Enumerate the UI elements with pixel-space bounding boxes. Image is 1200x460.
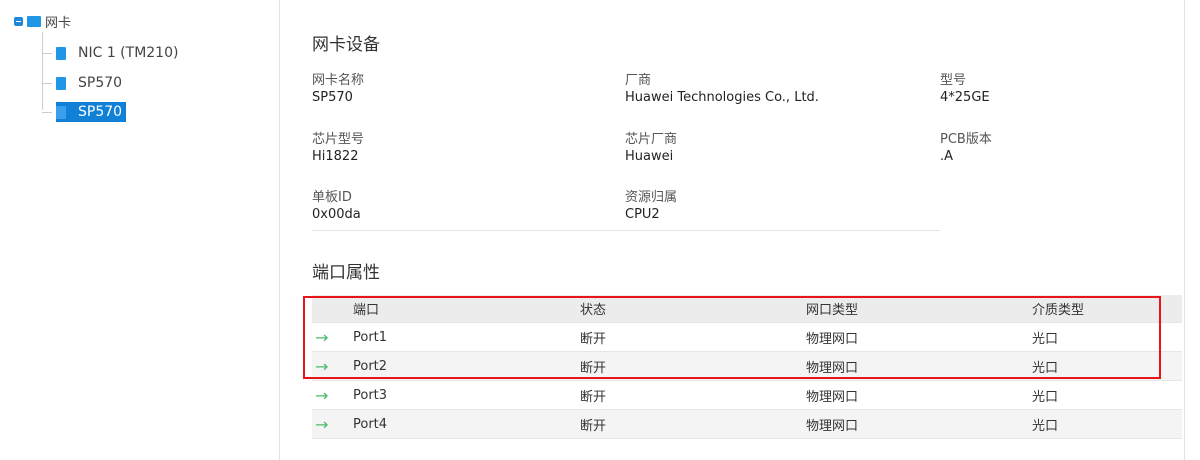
detail-panel: 网卡设备 网卡名称 SP570 厂商 Huawei Technologies Co.… (281, 0, 1185, 460)
card-icon (56, 76, 66, 90)
table-cell: Port3 (353, 387, 388, 403)
col-port[interactable]: 端口 (353, 303, 380, 318)
tree-root-network-cards[interactable]: 网卡 (14, 12, 71, 31)
table-cell: 断开 (580, 360, 607, 376)
table-row[interactable]: → Port3 断开 物理网口 光口 (312, 381, 1182, 410)
tree-node-label: SP570 (78, 75, 123, 91)
table-cell: 光口 (1032, 331, 1059, 347)
table-cell: 断开 (580, 389, 607, 405)
arrow-right-icon[interactable]: → (315, 356, 329, 376)
col-status[interactable]: 状态 (580, 303, 607, 318)
tree-line (42, 32, 43, 110)
table-cell: 光口 (1032, 389, 1059, 405)
field-chip-model: 芯片型号 Hi1822 (312, 132, 365, 164)
card-icon (56, 105, 66, 119)
table-header: 端口 状态 网口类型 介质类型 (312, 295, 1182, 323)
col-media-type[interactable]: 介质类型 (1032, 303, 1085, 318)
tree-node-nic1[interactable]: NIC 1 (TM210) (42, 42, 182, 64)
folder-icon (27, 16, 41, 27)
field-vendor: 厂商 Huawei Technologies Co., Ltd. (625, 73, 819, 105)
field-card-name: 网卡名称 SP570 (312, 73, 365, 105)
card-icon (56, 46, 66, 60)
tree-root-label: 网卡 (45, 16, 72, 31)
table-cell: 光口 (1032, 418, 1059, 434)
device-section-title: 网卡设备 (312, 35, 380, 55)
tree-node-label: NIC 1 (TM210) (78, 45, 179, 61)
table-cell: 物理网口 (806, 389, 859, 405)
table-cell: 物理网口 (806, 360, 859, 376)
arrow-right-icon[interactable]: → (315, 327, 329, 347)
field-model: 型号 4*25GE (940, 73, 990, 105)
divider (312, 230, 940, 231)
table-cell: 光口 (1032, 360, 1059, 376)
tree-node-sp570-1[interactable]: SP570 (42, 72, 126, 94)
field-board-id: 单板ID 0x00da (312, 190, 361, 222)
highlight-box (303, 296, 1161, 379)
table-cell: 物理网口 (806, 331, 859, 347)
table-row[interactable]: → Port1 断开 物理网口 光口 (312, 323, 1182, 352)
tree-panel: 网卡 NIC 1 (TM210) SP570 SP570 (0, 0, 280, 460)
table-cell: Port2 (353, 358, 388, 374)
field-resource-owner: 资源归属 CPU2 (625, 190, 678, 222)
tree-node-label: SP570 (56, 102, 127, 122)
field-chip-vendor: 芯片厂商 Huawei (625, 132, 678, 164)
table-cell: 物理网口 (806, 418, 859, 434)
table-cell: Port4 (353, 416, 388, 432)
col-port-type[interactable]: 网口类型 (806, 303, 859, 318)
table-cell: Port1 (353, 329, 388, 345)
table-row[interactable]: → Port4 断开 物理网口 光口 (312, 410, 1182, 439)
tree-node-sp570-2[interactable]: SP570 (42, 101, 127, 123)
arrow-right-icon[interactable]: → (315, 385, 329, 405)
field-pcb-version: PCB版本 .A (940, 132, 992, 164)
table-cell: 断开 (580, 331, 607, 347)
collapse-icon[interactable] (14, 17, 23, 26)
ports-section-title: 端口属性 (312, 263, 380, 283)
arrow-right-icon[interactable]: → (315, 414, 329, 434)
table-cell: 断开 (580, 418, 607, 434)
table-row[interactable]: → Port2 断开 物理网口 光口 (312, 352, 1182, 381)
ports-table: 端口 状态 网口类型 介质类型 → Port1 断开 物理网口 光口 → Port2 断开物… (312, 295, 1182, 439)
